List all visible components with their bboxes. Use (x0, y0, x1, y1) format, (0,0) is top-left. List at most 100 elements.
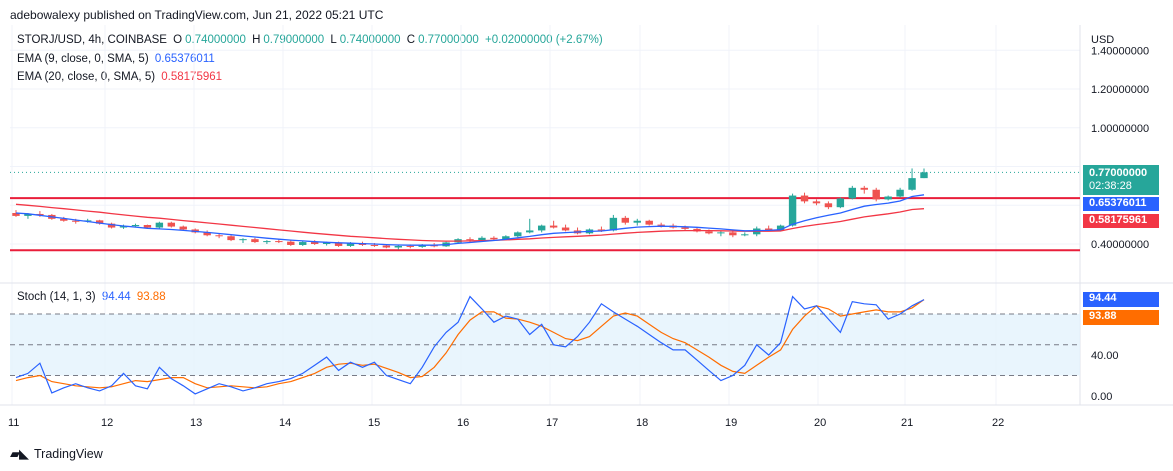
ohlc-high-value: 0.79000000 (263, 34, 325, 46)
ohlc-close-key: C (406, 34, 416, 46)
stoch-tick-label: 0.00 (1091, 391, 1112, 403)
candle-body (657, 224, 665, 226)
footer-brand-label: TradingView (34, 447, 103, 461)
ema9-label: EMA (9, close, 0, SMA, 5) (17, 53, 149, 65)
candle-body (776, 225, 785, 231)
candle-body (609, 217, 618, 231)
ema20-badge: 0.58175961 (1083, 214, 1159, 228)
time-tick-label: 17 (546, 417, 558, 429)
candle-body (418, 244, 426, 247)
candle-body (896, 189, 904, 197)
candle-body (167, 222, 176, 227)
candle-body (836, 198, 845, 208)
tradingview-logo-icon: ▰◣ (10, 446, 29, 461)
countdown-value: 02:38:28 (1089, 180, 1132, 192)
candle-body (334, 242, 343, 246)
symbol-label: STORJ/USD, 4h, COINBASE (17, 34, 167, 46)
candle-body (143, 225, 152, 228)
stoch-d-line (15, 299, 925, 389)
price-tick-label: 0.40000000 (1091, 239, 1149, 251)
publish-info: adebowalexy published on TradingView.com… (10, 8, 384, 22)
candle-body (95, 220, 104, 224)
currency-label: USD (1091, 34, 1115, 46)
candle-body (800, 195, 809, 202)
stoch-legend: Stoch (14, 1, 3) 94.44 93.88 (17, 291, 169, 303)
candle-body (370, 244, 379, 246)
candle-body (788, 195, 797, 226)
candle-body (60, 218, 68, 221)
candle-body (526, 230, 534, 233)
candle-body (72, 220, 80, 222)
candle-body (537, 225, 546, 231)
candle-body (215, 235, 223, 237)
time-tick-label: 14 (279, 417, 291, 429)
ema20-label: EMA (20, close, 0, SMA, 5) (17, 71, 156, 83)
candle-body (645, 220, 653, 225)
time-tick-label: 22 (992, 417, 1004, 429)
candle-body (561, 227, 570, 231)
ema9-legend: EMA (9, close, 0, SMA, 5) 0.65376011 (17, 53, 218, 65)
stoch-d-value: 93.88 (136, 291, 166, 303)
last-price-value: 0.77000000 (1089, 167, 1148, 179)
candle-body (860, 187, 868, 190)
candle-body (227, 236, 235, 241)
last-price-badge: 0.77000000 02:38:28 (1083, 165, 1159, 195)
stoch-band (10, 313, 1080, 376)
candle-body (299, 242, 307, 245)
horizontal-levels (10, 171, 1080, 252)
price-tick-label: 1.00000000 (1091, 123, 1149, 135)
ema20-line (15, 203, 925, 242)
candle-body (502, 236, 510, 240)
candle-body (382, 245, 391, 248)
candle-body (514, 232, 522, 237)
footer-brand: ▰◣ TradingView (10, 446, 103, 462)
stoch-d-badge: 93.88 (1083, 310, 1159, 325)
time-tick-label: 13 (190, 417, 202, 429)
grid (0, 25, 1173, 406)
ohlc-open-key: O (173, 34, 183, 46)
candle-body (12, 213, 20, 216)
stoch-k-badge: 94.44 (1083, 292, 1159, 307)
time-tick-label: 12 (101, 417, 113, 429)
time-tick-label: 21 (901, 417, 913, 429)
candle-body (884, 196, 892, 200)
stoch-label: Stoch (14, 1, 3) (17, 291, 96, 303)
time-tick-label: 19 (725, 417, 737, 429)
ohlc-high-key: H (252, 34, 261, 46)
time-tick-label: 11 (8, 417, 19, 429)
candle-body (287, 241, 295, 245)
candle-body (239, 239, 247, 241)
candle-body (681, 227, 689, 229)
ema-lines (15, 194, 925, 246)
ohlc-low: L 0.74000000 (330, 34, 400, 46)
time-axis: 11 12 13 14 15 16 17 18 19 20 21 22 (8, 417, 1004, 429)
candle-body (322, 242, 331, 244)
candle-body (310, 242, 319, 244)
candle-body (131, 225, 140, 227)
candle-body (466, 239, 474, 241)
price-tick-label: 1.40000000 (1091, 45, 1149, 57)
candle-body (24, 213, 32, 216)
time-tick-label: 18 (636, 417, 648, 429)
candle-body (729, 232, 737, 236)
time-tick-label: 20 (814, 417, 826, 429)
ema9-value: 0.65376011 (154, 53, 215, 65)
candle-body (908, 178, 916, 190)
candle-body (597, 229, 606, 231)
candle-body (346, 243, 355, 246)
stoch-lines (15, 295, 925, 395)
ohlc-change: +0.02000000 (+2.67%) (485, 34, 603, 46)
symbol-legend: STORJ/USD, 4h, COINBASE O 0.74000000 H 0.7… (17, 34, 606, 46)
ohlc-open-value: 0.74000000 (185, 34, 246, 46)
candle-body (203, 232, 211, 236)
ohlc-low-value: 0.74000000 (339, 34, 401, 46)
candle-body (263, 241, 271, 243)
ohlc-open: O 0.74000000 (173, 34, 246, 46)
ema9-badge: 0.65376011 (1083, 197, 1159, 211)
candle-body (812, 201, 821, 204)
candle-body (741, 234, 749, 236)
ohlc-high: H 0.79000000 (252, 34, 324, 46)
time-tick-label: 16 (457, 417, 469, 429)
candle-body (490, 237, 498, 240)
